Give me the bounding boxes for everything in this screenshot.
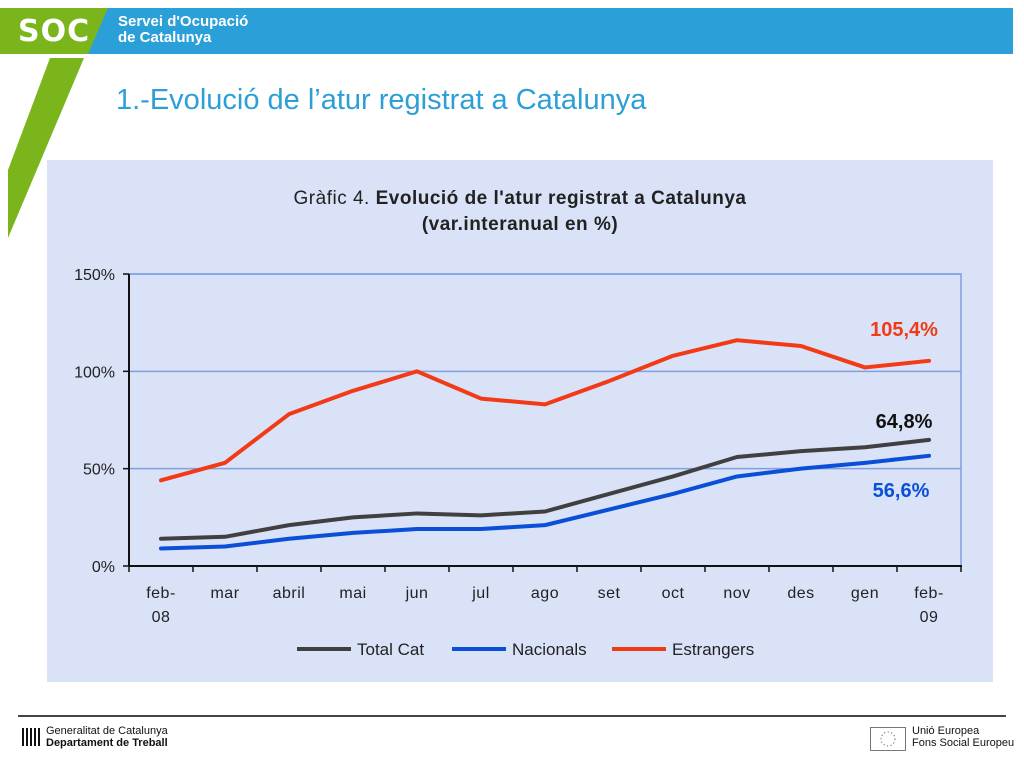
plot-area (128, 273, 962, 567)
legend-label: Nacionals (512, 640, 587, 659)
org-name-line1: Servei d'Ocupació (118, 13, 249, 30)
x-tick-label: abril (273, 585, 306, 602)
x-tick-label: mar (210, 585, 239, 602)
end-annotations: 105,4% 64,8% 56,6% (870, 319, 938, 502)
chart-title-line2: (var.interanual en %) (421, 214, 619, 235)
soc-logo: SOC (18, 14, 91, 49)
annotation-label: 56,6% (873, 480, 930, 502)
x-tick-label: nov (723, 585, 750, 602)
y-tick-label: 50% (83, 462, 115, 479)
y-tick-label: 100% (74, 364, 115, 381)
x-tick-label: mai (339, 585, 366, 602)
eu-flag-icon (870, 727, 906, 751)
org-name-line2: de Catalunya (118, 29, 212, 46)
header-graphic (0, 8, 1013, 238)
x-tick-label: 08 (152, 609, 171, 626)
series-line-nacionals (159, 453, 931, 551)
annotation-label: 105,4% (870, 319, 938, 341)
generalitat-mark-icon (20, 726, 40, 748)
legend-label: Total Cat (357, 640, 424, 659)
x-tick-label: oct (662, 585, 685, 602)
series-line-total-cat (159, 437, 931, 541)
series-line-estrangers (159, 338, 931, 483)
plot-frame (128, 273, 962, 567)
x-tick-label: jul (471, 585, 490, 602)
gencat-line1: Generalitat de Catalunya (46, 725, 168, 737)
x-axis-ticks: feb- 08 mar abril mai jun jul ago set oct nov des ge… (128, 566, 962, 626)
gencat-line2: Departament de Treball (46, 737, 168, 749)
x-tick-label: set (598, 585, 621, 602)
y-tick-label: 0% (92, 559, 115, 576)
organization-name: Servei d'Ocupació de Catalunya (118, 14, 248, 46)
series-lines (159, 338, 931, 551)
header-green-stripe (8, 58, 84, 238)
x-tick-label: feb- (146, 585, 176, 602)
eu-line2: Fons Social Europeu (912, 737, 1015, 749)
header-bar: SOC Servei d'Ocupació de Catalunya (0, 0, 1024, 238)
x-tick-label: gen (851, 585, 879, 602)
annotation-label: 64,8% (876, 411, 933, 433)
x-tick-label: 09 (920, 609, 939, 626)
x-tick-label: des (787, 585, 814, 602)
legend: Total Cat Nacionals Estrangers (297, 640, 754, 659)
legend-label: Estrangers (672, 640, 754, 659)
page-title: 1.-Evolució de l’atur registrat a Catalu… (116, 84, 647, 116)
chart-title: Gràfic 4. Evolució de l'atur registrat a… (0, 186, 1024, 238)
y-tick-label: 150% (74, 267, 115, 284)
header-blue-band (0, 8, 1013, 54)
chart-title-bold: Evolució de l'atur registrat a Catalunya (375, 188, 747, 209)
y-axis-ticks: 0% 50% 100% 150% (74, 267, 129, 576)
x-tick-label: ago (531, 585, 559, 602)
chart-title-prefix: Gràfic 4. (293, 188, 376, 209)
x-tick-label: feb- (914, 585, 944, 602)
x-tick-label: jun (405, 585, 429, 602)
header-green-block (0, 8, 108, 54)
eu-line1: Unió Europea (912, 725, 980, 737)
axes (128, 274, 962, 567)
footer-divider (18, 715, 1006, 717)
